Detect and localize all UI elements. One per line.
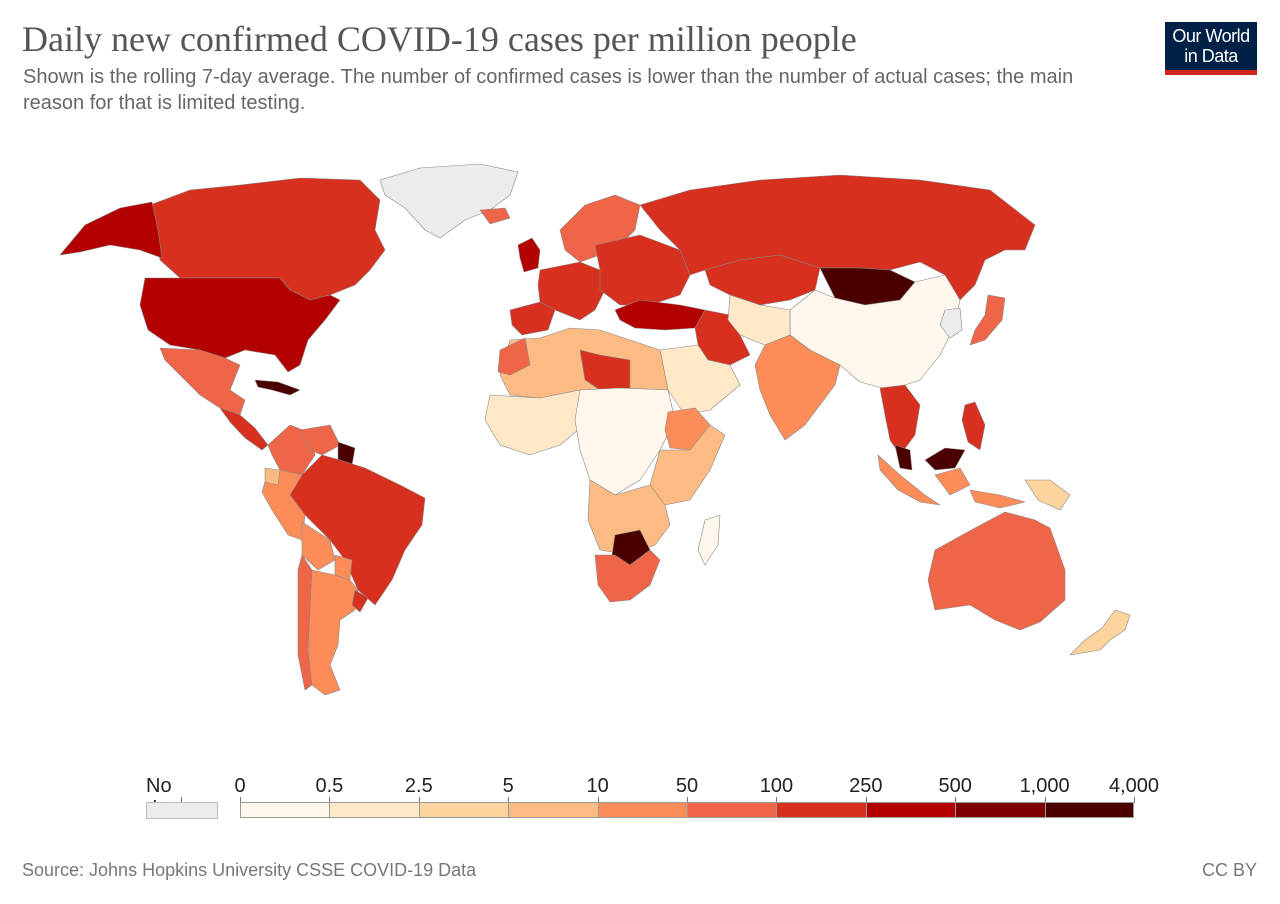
- legend-tick-mark: [508, 797, 510, 803]
- region-kazakhstan[interactable]: [704, 254, 821, 306]
- region-central-africa[interactable]: [574, 387, 676, 496]
- logo-line-2: in Data: [1184, 46, 1238, 66]
- legend-color-swatch[interactable]: [418, 802, 509, 818]
- legend-tick-label: 100: [759, 775, 794, 797]
- region-iceland[interactable]: [479, 207, 511, 225]
- region-mexico[interactable]: [159, 347, 246, 416]
- legend-tick-label: 10: [586, 775, 609, 797]
- owid-logo[interactable]: Our World in Data: [1165, 22, 1257, 75]
- region-south-africa[interactable]: [594, 549, 661, 603]
- region-india[interactable]: [754, 334, 841, 441]
- region-papua-new-guinea[interactable]: [1024, 479, 1071, 511]
- legend-color-swatch[interactable]: [776, 802, 866, 818]
- legend-color-swatch[interactable]: [597, 802, 687, 818]
- legend-tick-mark: [418, 797, 420, 803]
- region-japan[interactable]: [969, 294, 1006, 346]
- legend-tick-mark: [687, 797, 688, 803]
- region-colombia[interactable]: [267, 424, 316, 476]
- legend-tick-mark: [865, 797, 867, 803]
- legend-tick-label: 250: [849, 775, 883, 797]
- region-ecuador[interactable]: [264, 467, 281, 486]
- legend-tick-mark: [1134, 797, 1135, 803]
- legend-tick-label: 4,000: [1108, 775, 1160, 797]
- region-bolivia[interactable]: [301, 521, 336, 571]
- region-argentina[interactable]: [307, 569, 359, 696]
- legend-color-swatch[interactable]: [955, 802, 1045, 818]
- legend-color-swatch[interactable]: [687, 802, 777, 818]
- region-uruguay[interactable]: [351, 589, 369, 613]
- legend-tick-label: 0: [234, 775, 246, 797]
- region-central-america[interactable]: [219, 407, 269, 451]
- legend-tick-label: 500: [938, 775, 972, 797]
- region-indonesia[interactable]: [877, 454, 1026, 509]
- legend-tick-mark: [329, 797, 331, 803]
- chart-title: Daily new confirmed COVID-19 cases per m…: [22, 19, 857, 59]
- region-korea[interactable]: [939, 307, 963, 339]
- legend-color-swatch[interactable]: [1044, 802, 1134, 818]
- region-philippines[interactable]: [961, 401, 986, 451]
- legend-color-swatch[interactable]: [508, 802, 598, 818]
- region-cuba[interactable]: [254, 379, 301, 396]
- region-iberia[interactable]: [509, 301, 556, 336]
- region-paraguay[interactable]: [334, 554, 353, 581]
- region-malaysia[interactable]: [894, 444, 966, 471]
- region-mainland-southeast-asia[interactable]: [879, 384, 921, 456]
- source-note[interactable]: Source: Johns Hopkins University CSSE CO…: [22, 860, 477, 880]
- license-link[interactable]: CC BY: [1201, 860, 1257, 880]
- legend-tick-label: 50: [675, 775, 699, 797]
- region-west-africa[interactable]: [484, 389, 591, 456]
- chart-subtitle: Shown is the rolling 7-day average. The …: [23, 66, 1074, 114]
- region-southern-africa[interactable]: [587, 479, 671, 556]
- logo-line-1: Our World: [1172, 26, 1250, 46]
- legend-tick-mark: [776, 797, 778, 803]
- region-australia[interactable]: [927, 511, 1066, 631]
- legend-tick-mark: [597, 797, 599, 803]
- region-turkey[interactable]: [614, 299, 706, 331]
- legend-color-swatch[interactable]: [329, 802, 419, 818]
- legend-color-swatch[interactable]: [240, 802, 330, 818]
- region-venezuela[interactable]: [299, 424, 341, 456]
- region-brazil[interactable]: [289, 454, 426, 606]
- legend-no-data-tick: [181, 797, 182, 802]
- region-united-kingdom[interactable]: [517, 237, 541, 273]
- region-new-zealand[interactable]: [1069, 609, 1131, 656]
- region-madagascar[interactable]: [697, 514, 721, 566]
- legend-tick-mark: [240, 797, 241, 803]
- region-arabian-peninsula[interactable]: [659, 344, 741, 416]
- legend-color-swatch[interactable]: [865, 802, 956, 818]
- region-morocco[interactable]: [497, 337, 531, 376]
- legend-tick-mark: [1044, 797, 1046, 803]
- legend-tick-label: 1,000: [1019, 775, 1070, 797]
- legend-no-data-swatch: [146, 802, 218, 819]
- region-united-states[interactable]: [139, 277, 341, 373]
- legend-tick-label: 0.5: [315, 775, 344, 797]
- region-greenland[interactable]: [379, 163, 519, 239]
- world-map: [59, 163, 1131, 696]
- legend-tick-mark: [955, 797, 957, 803]
- legend-tick-label: 2.5: [404, 775, 433, 797]
- region-western-europe[interactable]: [537, 261, 606, 321]
- region-alaska[interactable]: [59, 201, 163, 259]
- region-eastern-europe[interactable]: [594, 234, 691, 306]
- legend-tick-label: 5: [502, 775, 514, 797]
